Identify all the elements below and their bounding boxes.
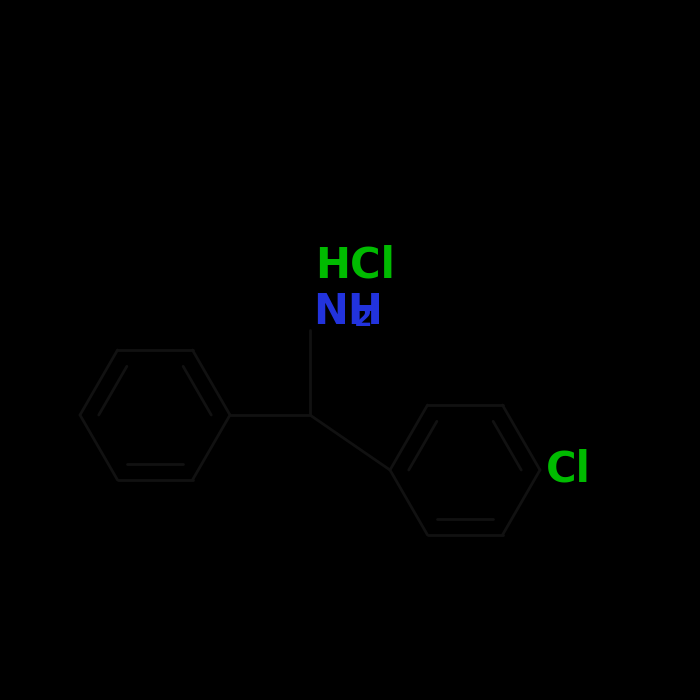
- Text: HCl: HCl: [315, 244, 395, 286]
- Text: NH: NH: [313, 291, 383, 333]
- Text: Cl: Cl: [546, 449, 591, 491]
- Text: 2: 2: [354, 306, 372, 332]
